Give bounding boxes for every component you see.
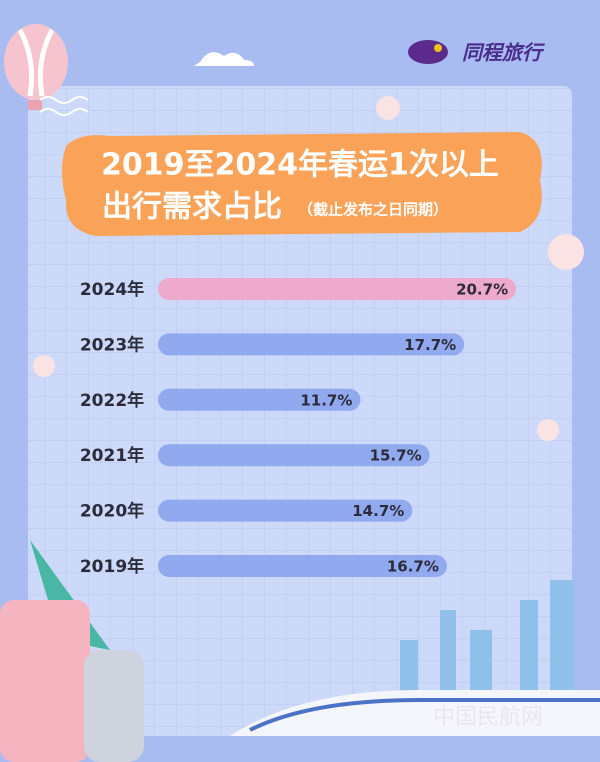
bars: 2024年 20.7% 2023年 17.7% 2022年 11.7% 2021年 15.7%… bbox=[80, 278, 517, 577]
bar bbox=[158, 388, 361, 411]
category-label: 2022年 bbox=[80, 390, 144, 411]
bar bbox=[158, 333, 465, 356]
backpack bbox=[84, 650, 144, 762]
bar bbox=[158, 278, 517, 300]
dot-deco bbox=[376, 96, 400, 120]
logo: 同程旅行 bbox=[408, 40, 545, 65]
category-label: 2021年 bbox=[80, 445, 144, 466]
wave-deco bbox=[39, 96, 89, 116]
cloud bbox=[194, 52, 254, 66]
category-label: 2023年 bbox=[80, 334, 144, 355]
chart-title: 2019至2024年春运1次以上 bbox=[101, 148, 499, 183]
dot-deco bbox=[33, 355, 55, 377]
train-stripe bbox=[249, 698, 600, 732]
balloon bbox=[4, 24, 68, 110]
category-label: 2019年 bbox=[80, 556, 144, 577]
value-label: 14.7% bbox=[352, 502, 404, 520]
brand: 同程旅行 bbox=[462, 41, 545, 65]
chart-title: 出行需求占比 bbox=[102, 190, 282, 225]
value-label: 11.7% bbox=[300, 391, 352, 409]
value-label: 16.7% bbox=[387, 558, 439, 576]
category-label: 2020年 bbox=[80, 501, 144, 522]
value-label: 20.7% bbox=[456, 281, 508, 299]
bar bbox=[158, 444, 430, 467]
suitcase bbox=[0, 600, 90, 762]
value-label: 15.7% bbox=[370, 447, 422, 465]
title-box: 2019至2024年春运1次以上 出行需求占比 （截止发布之日同期） bbox=[62, 132, 542, 236]
category-label: 2024年 bbox=[80, 279, 144, 300]
note: （截止发布之日同期） bbox=[298, 201, 448, 219]
dot-deco bbox=[548, 234, 584, 270]
dot-deco bbox=[537, 419, 559, 441]
bar bbox=[158, 499, 413, 522]
bar bbox=[158, 555, 447, 577]
watermark: 中国民航网 bbox=[433, 705, 543, 730]
value-label: 17.7% bbox=[404, 336, 456, 354]
